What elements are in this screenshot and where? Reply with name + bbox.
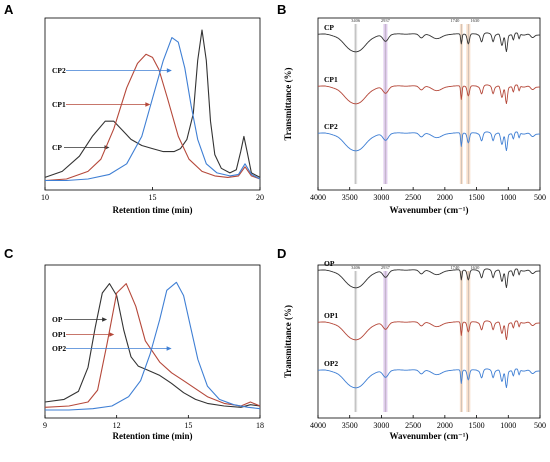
x-tick-label: 1000 (500, 193, 516, 202)
series-label-op2: OP2 (324, 359, 338, 368)
panel-letter-a: A (4, 2, 14, 17)
x-tick-label: 3000 (373, 421, 389, 430)
x-tick-label: 2500 (405, 193, 421, 202)
x-axis-title: Wavenumber (cm⁻¹) (389, 205, 468, 215)
panel-b: B 4000 3500 3000 2500 2000 1500 1000 500 Wavenumb… (277, 2, 546, 215)
plot-frame (44, 264, 261, 419)
series-line-op (44, 283, 261, 408)
y-axis-title: Transmittance (%) (283, 67, 293, 140)
series-line-op (318, 268, 541, 289)
series-line-cp (318, 32, 541, 53)
series-line-cp (44, 29, 261, 178)
series-label-op1: OP1 (324, 311, 338, 320)
marker-label-2937: 2937 (381, 18, 391, 23)
x-tick-label: 2000 (437, 421, 453, 430)
plot-frame (44, 17, 261, 191)
x-axis-title: Retention time (min) (113, 431, 193, 441)
x-tick-label: 1000 (500, 421, 516, 430)
series-label-cp2: CP2 (324, 122, 338, 131)
marker-label-1740: 1740 (450, 18, 460, 23)
series-line-cp2 (45, 37, 261, 182)
panel-letter-b: B (277, 2, 286, 17)
arrow-head-op (102, 317, 108, 322)
x-tick-label: 15 (184, 421, 192, 430)
series-label-cp: CP (52, 143, 62, 152)
x-axis-title: Retention time (min) (113, 205, 193, 215)
series-line-cp2 (318, 131, 541, 152)
series-label-op2: OP2 (52, 344, 66, 353)
panel-d: D 4000 3500 3000 2500 2000 1500 1000 500 Wavenumb… (277, 246, 546, 441)
x-tick-label: 500 (534, 193, 546, 202)
series-line-cp1 (318, 84, 541, 105)
series-label-op: OP (52, 315, 63, 324)
series-label-cp2: CP2 (52, 66, 66, 75)
x-tick-label: 3500 (342, 421, 358, 430)
series-line-op1 (318, 320, 541, 341)
x-tick-label: 9 (43, 421, 47, 430)
panel-c: C 9 12 15 18 Retention time (min) OP OP1 OP2 (4, 246, 264, 441)
x-tick-label: 18 (256, 421, 264, 430)
x-tick-label: 10 (41, 193, 49, 202)
marker-label-1740: 1740 (450, 265, 460, 270)
x-tick-label: 2500 (405, 421, 421, 430)
arrow-head-op1 (109, 332, 115, 337)
x-tick-label: 15 (149, 193, 157, 202)
panel-letter-c: C (4, 246, 14, 261)
panel-letter-d: D (277, 246, 286, 261)
x-tick-label: 3000 (373, 193, 389, 202)
x-tick-label: 500 (534, 421, 546, 430)
series-line-op1 (44, 283, 261, 408)
x-tick-label: 4000 (310, 193, 326, 202)
series-label-op1: OP1 (52, 330, 66, 339)
marker-label-1630: 1630 (470, 265, 480, 270)
x-tick-label: 12 (113, 421, 121, 430)
x-tick-label: 1500 (469, 193, 485, 202)
series-line-op2 (318, 368, 541, 389)
y-axis-title: Transmittance (%) (283, 305, 293, 378)
x-tick-label: 2000 (437, 193, 453, 202)
x-tick-label: 1500 (469, 421, 485, 430)
arrow-head-cp1 (145, 102, 151, 107)
x-tick-label: 20 (256, 193, 264, 202)
plot-frame (317, 264, 541, 419)
marker-label-3406: 3406 (351, 18, 361, 23)
panel-a: A 10 15 20 Retention time (min) CP CP1 CP2 (4, 2, 264, 215)
series-label-cp1: CP1 (324, 75, 338, 84)
series-line-op2 (45, 281, 261, 411)
marker-label-1630: 1630 (470, 18, 480, 23)
plot-frame (317, 17, 541, 191)
x-tick-label: 3500 (342, 193, 358, 202)
x-axis-title: Wavenumber (cm⁻¹) (389, 431, 468, 441)
x-tick-label: 4000 (310, 421, 326, 430)
arrow-head-op2 (166, 346, 172, 351)
series-label-cp1: CP1 (52, 100, 66, 109)
arrow-head-cp2 (166, 68, 172, 73)
series-label-cp: CP (324, 23, 334, 32)
marker-label-2937: 2937 (381, 265, 391, 270)
marker-label-3406: 3406 (351, 265, 361, 270)
series-label-op: OP (324, 259, 335, 268)
series-line-cp1 (44, 53, 261, 182)
